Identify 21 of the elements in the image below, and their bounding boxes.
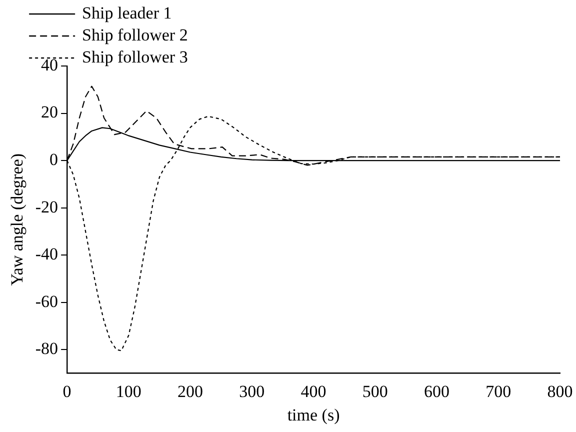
y-tick-label: -80 <box>35 339 58 358</box>
y-tick-label: 20 <box>41 102 58 122</box>
x-tick-label: 500 <box>362 382 388 401</box>
x-tick-label: 800 <box>547 382 573 401</box>
y-tick-label: 0 <box>50 150 58 169</box>
y-axis-title: Yaw angle (degree) <box>8 153 27 286</box>
legend-label: Ship follower 3 <box>82 47 188 66</box>
legend-label: Ship follower 2 <box>82 25 188 44</box>
x-axis-title: time (s) <box>287 405 340 424</box>
x-tick-label: 400 <box>300 382 326 401</box>
legend-label: Ship leader 1 <box>82 3 172 22</box>
x-tick-label: 0 <box>62 382 72 401</box>
y-tick-label: -40 <box>35 244 58 264</box>
x-tick-label: 700 <box>486 382 512 401</box>
x-tick-label: 200 <box>178 382 204 401</box>
x-tick-label: 100 <box>116 382 142 401</box>
x-tick-label: 300 <box>239 382 265 401</box>
y-tick-label: -60 <box>35 292 58 311</box>
y-tick-label: 40 <box>41 55 58 74</box>
x-tick-label: 600 <box>424 382 450 401</box>
y-tick-label: -20 <box>35 197 58 216</box>
